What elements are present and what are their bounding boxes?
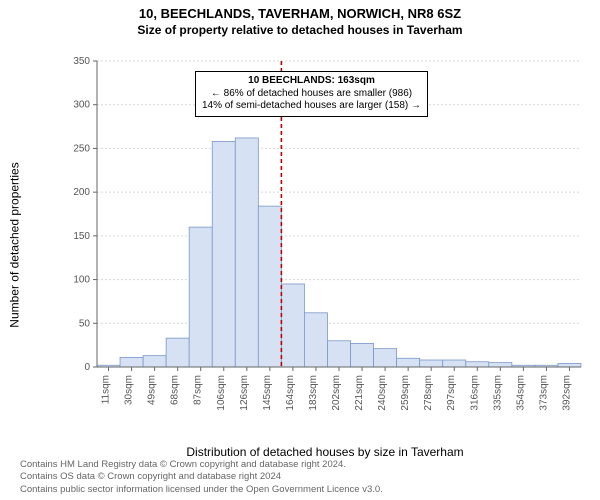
y-axis-label: Number of detached properties: [8, 60, 22, 430]
footer-line-1: Contains HM Land Registry data © Crown c…: [20, 459, 383, 471]
svg-text:0: 0: [84, 362, 90, 373]
svg-text:373sqm: 373sqm: [538, 375, 549, 411]
svg-text:126sqm: 126sqm: [239, 375, 250, 411]
footer-line-3: Contains public sector information licen…: [20, 484, 383, 496]
svg-text:50: 50: [79, 318, 91, 329]
chart-title: 10, BEECHLANDS, TAVERHAM, NORWICH, NR8 6…: [0, 0, 600, 21]
svg-text:164sqm: 164sqm: [285, 375, 296, 411]
svg-text:221sqm: 221sqm: [354, 375, 365, 411]
svg-text:354sqm: 354sqm: [515, 375, 526, 411]
svg-text:100: 100: [73, 275, 90, 286]
info-line-3: 14% of semi-detached houses are larger (…: [202, 100, 421, 113]
footer: Contains HM Land Registry data © Crown c…: [20, 459, 383, 496]
svg-text:87sqm: 87sqm: [193, 375, 204, 405]
svg-text:202sqm: 202sqm: [331, 375, 342, 411]
svg-text:278sqm: 278sqm: [423, 375, 434, 411]
x-axis-label: Distribution of detached houses by size …: [65, 445, 585, 459]
svg-text:150: 150: [73, 231, 90, 242]
svg-text:200: 200: [73, 187, 90, 198]
svg-text:350: 350: [73, 56, 90, 67]
svg-text:392sqm: 392sqm: [561, 375, 572, 411]
svg-text:49sqm: 49sqm: [147, 375, 158, 405]
svg-text:297sqm: 297sqm: [446, 375, 457, 411]
svg-text:259sqm: 259sqm: [400, 375, 411, 411]
svg-text:240sqm: 240sqm: [377, 375, 388, 411]
svg-text:183sqm: 183sqm: [308, 375, 319, 411]
footer-line-2: Contains OS data © Crown copyright and d…: [20, 471, 383, 483]
svg-text:30sqm: 30sqm: [124, 375, 135, 405]
plot-area: 0 50 100 150 200 250 300 350 11sqm 30sqm 49sqm 68sq…: [65, 55, 585, 415]
svg-text:68sqm: 68sqm: [170, 375, 181, 405]
svg-text:335sqm: 335sqm: [492, 375, 503, 411]
svg-text:106sqm: 106sqm: [216, 375, 227, 411]
svg-text:300: 300: [73, 100, 90, 111]
chart-container: 10, BEECHLANDS, TAVERHAM, NORWICH, NR8 6…: [0, 0, 600, 500]
chart-subtitle: Size of property relative to detached ho…: [0, 23, 600, 37]
svg-text:316sqm: 316sqm: [469, 375, 480, 411]
info-line-2: ← 86% of detached houses are smaller (98…: [202, 88, 421, 101]
info-box: 10 BEECHLANDS: 163sqm ← 86% of detached …: [195, 71, 428, 117]
svg-text:250: 250: [73, 143, 90, 154]
svg-text:145sqm: 145sqm: [262, 375, 273, 411]
info-line-1: 10 BEECHLANDS: 163sqm: [202, 75, 421, 88]
svg-text:11sqm: 11sqm: [101, 375, 112, 404]
